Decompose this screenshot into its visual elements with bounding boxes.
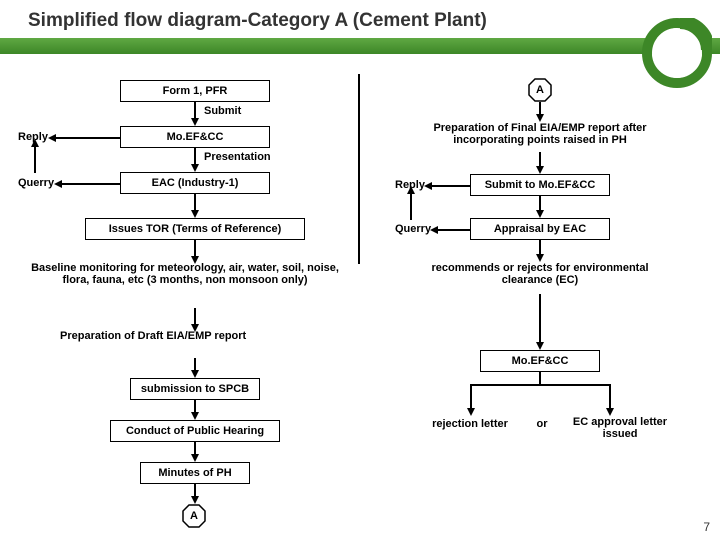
header-band: [0, 38, 720, 54]
connector-a-top-label: A: [528, 78, 552, 102]
arrow-line: [436, 229, 470, 231]
node-moefcc-left: Mo.EF&CC: [120, 126, 270, 148]
node-final-eia: Preparation of Final EIA/EMP report afte…: [400, 122, 680, 146]
node-eac-left: EAC (Industry-1): [120, 172, 270, 194]
arrow-down-icon: [191, 454, 199, 462]
arrow-down-icon: [606, 408, 614, 416]
arrow-down-icon: [536, 166, 544, 174]
label-submit: Submit: [204, 105, 241, 117]
connector-a-top: A: [528, 78, 552, 102]
connector-a-bottom: A: [182, 504, 206, 528]
node-form1: Form 1, PFR: [120, 80, 270, 102]
arrow-line: [410, 192, 412, 220]
corner-circle-icon: [642, 18, 712, 88]
arrow-line: [609, 384, 611, 410]
arrow-down-icon: [191, 412, 199, 420]
arrow-down-icon: [467, 408, 475, 416]
connector-a-label: A: [182, 504, 206, 528]
node-minutes: Minutes of PH: [140, 462, 250, 484]
arrow-line: [470, 384, 472, 410]
node-baseline: Baseline monitoring for meteorology, air…: [30, 262, 340, 286]
node-tor: Issues TOR (Terms of Reference): [85, 218, 305, 240]
arrow-down-icon: [191, 210, 199, 218]
arrow-down-icon: [191, 118, 199, 126]
node-draft: Preparation of Draft EIA/EMP report: [60, 330, 280, 342]
node-ph: Conduct of Public Hearing: [110, 420, 280, 442]
page-number: 7: [703, 520, 710, 534]
page-title: Simplified flow diagram-Category A (Ceme…: [28, 10, 487, 32]
arrow-line: [539, 294, 541, 344]
node-moefcc-right: Mo.EF&CC: [480, 350, 600, 372]
node-ph-label: Conduct of Public Hearing: [126, 425, 264, 437]
node-rejection: rejection letter: [420, 418, 520, 430]
node-spcb-label: submission to SPCB: [141, 383, 249, 395]
arrow-up-icon: [31, 139, 39, 147]
arrow-left-icon: [430, 226, 438, 234]
arrow-down-icon: [536, 342, 544, 350]
node-form1-label: Form 1, PFR: [163, 85, 228, 97]
node-recommend: recommends or rejects for environmental …: [420, 262, 660, 286]
arrow-line: [34, 145, 36, 173]
node-moefcc-left-label: Mo.EF&CC: [167, 131, 224, 143]
label-presentation: Presentation: [204, 151, 271, 163]
label-querry-right: Querry: [395, 223, 431, 235]
arrow-down-icon: [191, 370, 199, 378]
arrow-left-icon: [424, 182, 432, 190]
node-approval: EC approval letter issued: [560, 416, 680, 440]
node-appraisal-label: Appraisal by EAC: [494, 223, 586, 235]
label-querry-left: Querry: [18, 177, 54, 189]
arrow-left-icon: [48, 134, 56, 142]
node-minutes-label: Minutes of PH: [158, 467, 231, 479]
arrow-up-icon: [407, 186, 415, 194]
arrow-down-icon: [191, 496, 199, 504]
column-divider: [358, 74, 360, 264]
arrow-down-icon: [536, 210, 544, 218]
arrow-line: [60, 183, 120, 185]
arrow-line: [539, 372, 541, 384]
arrow-left-icon: [54, 180, 62, 188]
node-eac-left-label: EAC (Industry-1): [152, 177, 239, 189]
node-submit-moefcc: Submit to Mo.EF&CC: [470, 174, 610, 196]
arrow-down-icon: [536, 114, 544, 122]
arrow-line: [470, 384, 610, 386]
arrow-line: [54, 137, 120, 139]
node-moefcc-right-label: Mo.EF&CC: [512, 355, 569, 367]
node-submit-moefcc-label: Submit to Mo.EF&CC: [485, 179, 596, 191]
node-or: or: [532, 418, 552, 430]
arrow-down-icon: [536, 254, 544, 262]
node-appraisal: Appraisal by EAC: [470, 218, 610, 240]
node-tor-label: Issues TOR (Terms of Reference): [109, 223, 282, 235]
arrow-line: [430, 185, 470, 187]
arrow-down-icon: [191, 164, 199, 172]
node-spcb: submission to SPCB: [130, 378, 260, 400]
